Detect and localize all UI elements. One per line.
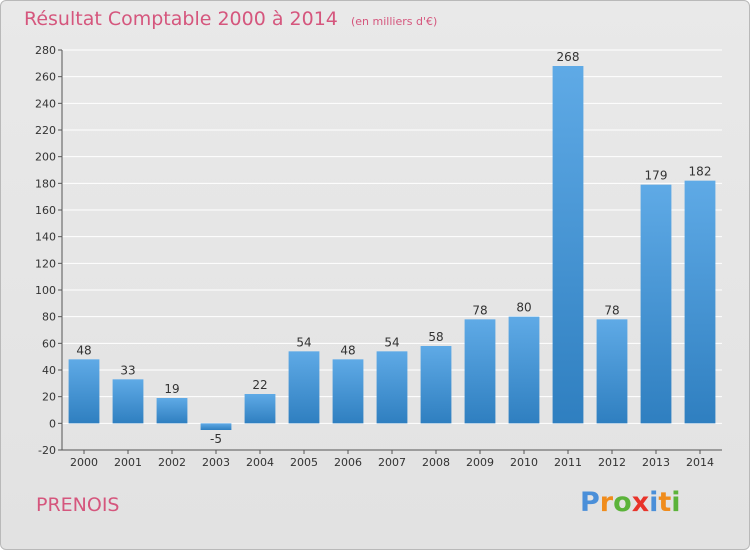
x-tick-label-2002: 2002 <box>158 456 186 469</box>
x-tick-label-2011: 2011 <box>554 456 582 469</box>
y-tick-label: -20 <box>38 444 56 457</box>
x-tick-label-2004: 2004 <box>246 456 274 469</box>
logo-letter: r <box>599 487 614 518</box>
bar-2001 <box>112 379 144 424</box>
bar-2010 <box>508 316 540 424</box>
x-tick-label-2005: 2005 <box>290 456 318 469</box>
y-tick-label: 220 <box>35 124 56 137</box>
bar-2007 <box>376 351 408 424</box>
y-tick-label: 240 <box>35 97 56 110</box>
x-tick-label-2000: 2000 <box>70 456 98 469</box>
data-label-2008: 58 <box>428 330 443 344</box>
logo-letter: t <box>658 487 672 518</box>
bar-2014 <box>684 180 716 424</box>
x-tick-label-2006: 2006 <box>334 456 362 469</box>
y-tick-label: 200 <box>35 151 56 164</box>
x-tick-label-2001: 2001 <box>114 456 142 469</box>
x-tick-label-2014: 2014 <box>686 456 714 469</box>
logo-letter: x <box>631 487 650 518</box>
commune-name: PRENOIS <box>36 494 120 516</box>
y-tick-label: 60 <box>42 337 56 350</box>
y-tick-label: 140 <box>35 231 56 244</box>
y-tick-label: 40 <box>42 364 56 377</box>
x-tick-label-2012: 2012 <box>598 456 626 469</box>
bar-2000 <box>68 359 100 424</box>
data-label-2002: 19 <box>164 382 179 396</box>
data-label-2014: 182 <box>689 165 712 179</box>
data-label-2009: 78 <box>472 303 487 317</box>
bar-2009 <box>464 319 496 424</box>
y-tick-label: 180 <box>35 177 56 190</box>
x-tick-label-2008: 2008 <box>422 456 450 469</box>
y-tick-label: 0 <box>49 417 56 430</box>
data-label-2012: 78 <box>604 303 619 317</box>
bar-2003 <box>200 423 232 430</box>
bar-2012 <box>596 319 628 424</box>
data-label-2000: 48 <box>76 343 91 357</box>
x-tick-label-2003: 2003 <box>202 456 230 469</box>
y-tick-label: 120 <box>35 257 56 270</box>
data-label-2001: 33 <box>120 363 135 377</box>
data-label-2005: 54 <box>296 335 311 349</box>
x-tick-label-2013: 2013 <box>642 456 670 469</box>
bar-2006 <box>332 359 364 424</box>
x-tick-label-2007: 2007 <box>378 456 406 469</box>
bar-2004 <box>244 394 276 424</box>
chart-title: Résultat Comptable 2000 à 2014 <box>24 8 338 30</box>
logo-letter: i <box>671 487 681 518</box>
y-tick-label: 20 <box>42 391 56 404</box>
chart-title-row: Résultat Comptable 2000 à 2014 (en milli… <box>24 8 437 30</box>
y-tick-label: 260 <box>35 71 56 84</box>
x-tick-label-2010: 2010 <box>510 456 538 469</box>
data-label-2006: 48 <box>340 343 355 357</box>
chart-subtitle: (en milliers d'€) <box>350 15 438 28</box>
logo-letter: o <box>613 487 632 518</box>
data-label-2004: 22 <box>252 378 267 392</box>
y-tick-label: 160 <box>35 204 56 217</box>
data-label-2011: 268 <box>557 50 580 64</box>
data-label-2010: 80 <box>516 301 531 315</box>
data-label-2003: -5 <box>210 432 222 446</box>
logo-letter: P <box>580 487 600 518</box>
y-tick-label: 280 <box>35 44 56 57</box>
y-tick-label: 100 <box>35 284 56 297</box>
bar-2002 <box>156 398 188 424</box>
x-axis-ticks: 2000 2001 2002 2003 2004 2005 2006 2007 2008 2009… <box>70 450 714 469</box>
logo-letter: i <box>649 487 659 518</box>
bar-2005 <box>288 351 320 424</box>
bar-2011 <box>552 66 584 424</box>
bar-2008 <box>420 346 452 424</box>
bar-2013 <box>640 184 672 424</box>
data-label-2013: 179 <box>645 169 668 183</box>
proxiti-logo: Proxiti <box>580 487 681 518</box>
y-tick-label: 80 <box>42 311 56 324</box>
x-tick-label-2009: 2009 <box>466 456 494 469</box>
bars <box>68 66 716 430</box>
data-label-2007: 54 <box>384 335 399 349</box>
data-labels: 48 33 19 -5 22 54 48 54 58 78 80 268 78 179 182 <box>76 50 711 446</box>
